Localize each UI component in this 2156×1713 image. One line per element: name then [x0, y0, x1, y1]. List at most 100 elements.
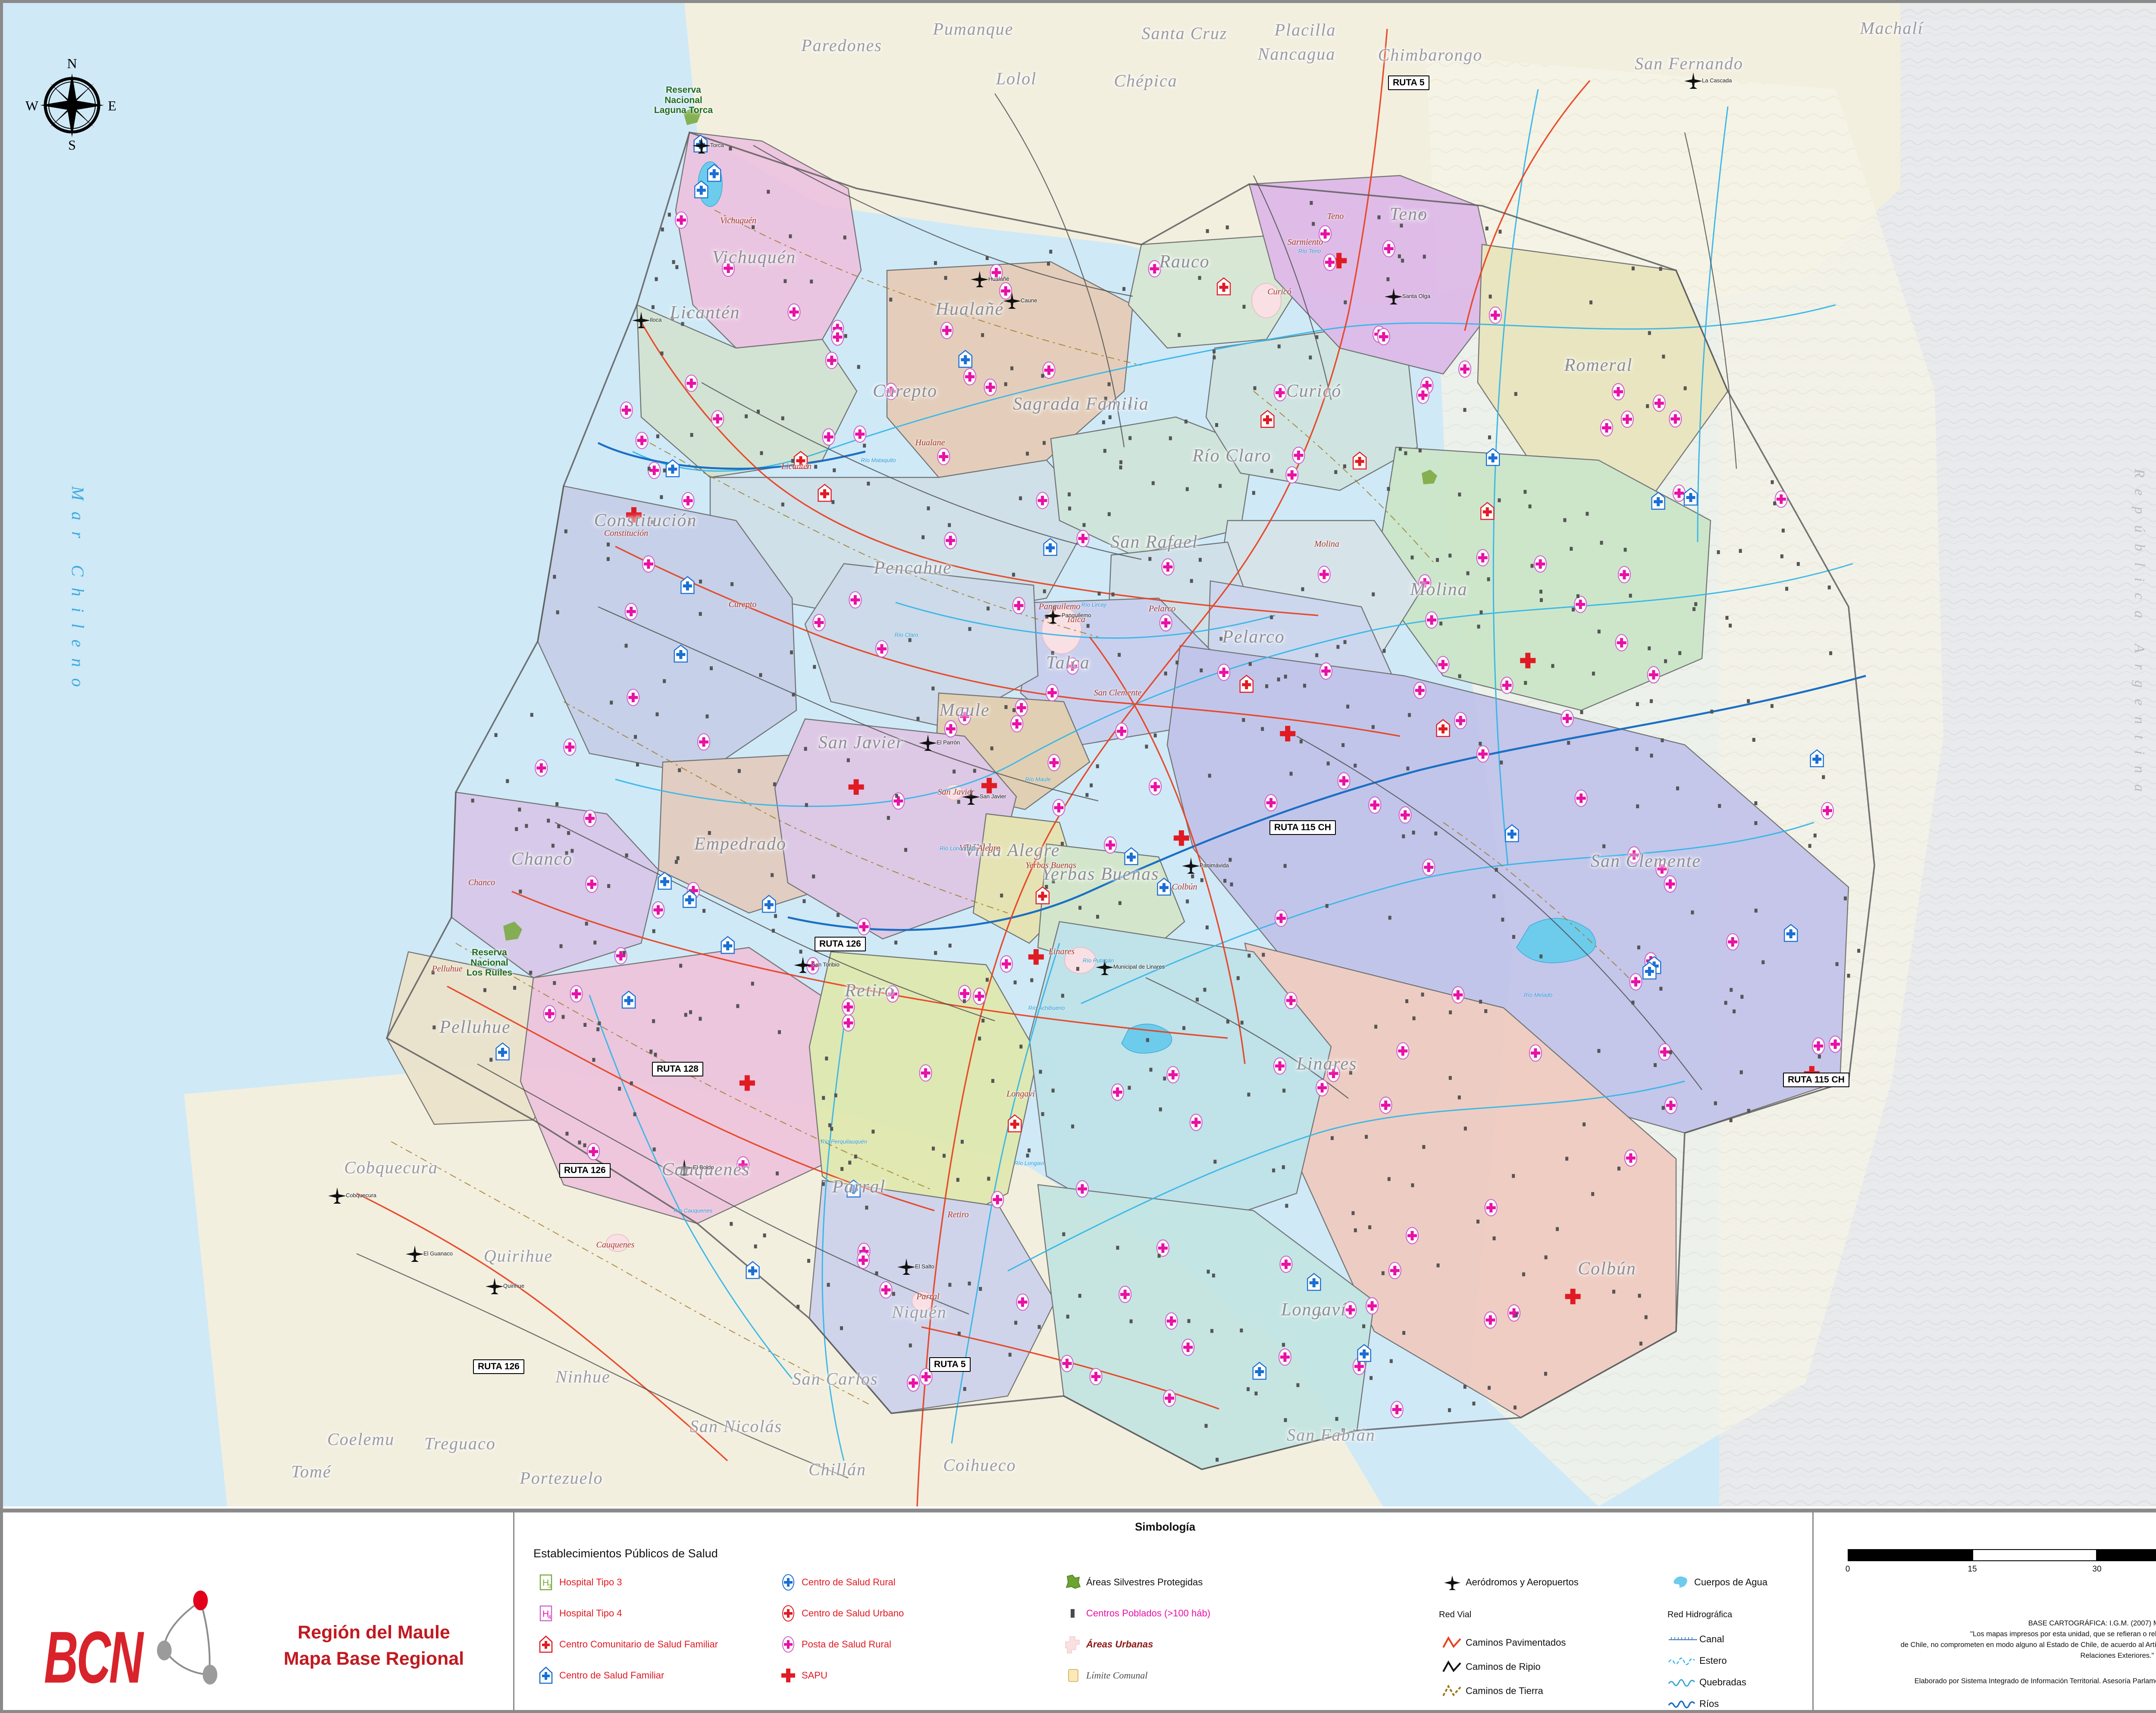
- posta-salud-rural-icon: [1629, 973, 1642, 991]
- route-shield[interactable]: RUTA 115 CH: [1269, 820, 1336, 835]
- posta-salud-rural-icon: [635, 432, 649, 449]
- centros-poblados-icon: [1026, 452, 1029, 456]
- centros-poblados-icon: [1524, 681, 1527, 685]
- centros-poblados-icon: [1829, 651, 1833, 656]
- centros-poblados-icon: [1729, 1118, 1733, 1123]
- centro-salud-rural-icon: [495, 1042, 510, 1060]
- centros-poblados-icon: [1008, 1352, 1012, 1357]
- legend-item-centro-salud-familiar[interactable]: Centro de Salud Familiar: [533, 1666, 664, 1685]
- legend-item-estero[interactable]: Estero: [1667, 1651, 1727, 1670]
- centros-poblados-icon: [622, 951, 626, 955]
- centros-poblados-icon: [1477, 624, 1480, 629]
- legend-item-posta-salud-rural[interactable]: Posta de Salud Rural: [775, 1635, 891, 1654]
- posta-salud-rural-icon: [842, 1014, 855, 1032]
- centros-poblados-icon: [1835, 962, 1839, 966]
- route-shield[interactable]: RUTA 5: [929, 1357, 971, 1372]
- posta-salud-rural-icon: [1344, 1301, 1357, 1319]
- centro-salud-urbano-icon: [1260, 410, 1275, 428]
- legend-item-limite-comunal[interactable]: Límite Comunal: [1059, 1666, 1147, 1685]
- centros-poblados-icon: [1262, 953, 1265, 957]
- centros-poblados-icon: [1458, 674, 1461, 678]
- centros-poblados-icon: [1185, 487, 1189, 491]
- centros-poblados-icon: [1476, 1220, 1480, 1224]
- centros-poblados-icon: [892, 1292, 895, 1296]
- legend-item-sapu[interactable]: SAPU: [775, 1666, 827, 1685]
- legend-item-hospital-tipo4[interactable]: H 4 Hospital Tipo 4: [533, 1604, 622, 1623]
- legend-item-quebradas[interactable]: Quebradas: [1667, 1673, 1746, 1692]
- centros-poblados-icon: [1434, 831, 1438, 836]
- legend-item-centro-salud-urbano[interactable]: Centro de Salud Urbano: [775, 1604, 904, 1623]
- centros-poblados-icon: [1857, 949, 1861, 953]
- centros-poblados-icon: [1636, 702, 1639, 706]
- centros-poblados-icon: [1676, 786, 1680, 791]
- legend-item-camino-pavimentado[interactable]: Caminos Pavimentados: [1439, 1633, 1566, 1652]
- centros-poblados-icon: [1694, 602, 1698, 606]
- legend-item-cuerpos-agua[interactable]: Cuerpos de Agua: [1667, 1573, 1767, 1592]
- centros-poblados-icon: [1683, 386, 1687, 390]
- posta-salud-rural-icon: [1264, 794, 1278, 812]
- route-shield[interactable]: RUTA 128: [652, 1062, 703, 1076]
- centros-poblados-icon: [1412, 831, 1415, 835]
- legend-item-centros-poblados[interactable]: Centros Poblados (>100 háb): [1059, 1604, 1210, 1623]
- legend-item-canal[interactable]: Canal: [1667, 1630, 1724, 1649]
- centros-poblados-icon: [1422, 1145, 1426, 1149]
- route-shield[interactable]: RUTA 126: [559, 1163, 611, 1178]
- legend-item-camino-tierra[interactable]: Caminos de Tierra: [1439, 1682, 1543, 1700]
- posta-salud-rural-icon: [1398, 806, 1412, 824]
- centros-poblados-icon: [934, 261, 937, 265]
- posta-salud-rural-icon: [1829, 1035, 1842, 1053]
- centros-poblados-icon: [1146, 1038, 1149, 1042]
- posta-salud-rural-icon: [1189, 1114, 1203, 1131]
- aerodromo-icon: [919, 734, 937, 751]
- centros-poblados-icon: [1692, 607, 1696, 611]
- posta-salud-rural-icon: [1156, 1239, 1169, 1257]
- centros-poblados-icon: [1487, 577, 1490, 581]
- centro-salud-rural-icon: [621, 990, 636, 1009]
- credits-line-5: Elaborado por Sistema Integrado de Infor…: [1914, 1677, 2156, 1685]
- posta-salud-rural-icon: [1111, 1083, 1124, 1101]
- route-shield[interactable]: RUTA 126: [473, 1359, 524, 1374]
- centros-poblados-icon: [699, 579, 702, 584]
- legend-item-rios[interactable]: Ríos: [1667, 1694, 1719, 1713]
- centros-poblados-icon: [978, 1036, 981, 1041]
- posta-salud-rural-icon: [999, 282, 1012, 300]
- posta-salud-rural-icon: [853, 425, 867, 443]
- centros-poblados-icon: [796, 1305, 800, 1309]
- svg-text:H: H: [542, 1609, 549, 1619]
- centros-poblados-icon: [1664, 659, 1667, 663]
- centro-salud-urbano-icon: [1352, 451, 1367, 470]
- posta-salud-rural-icon: [1436, 656, 1450, 674]
- centros-poblados-icon: [927, 506, 930, 511]
- camino-tierra-icon: [1439, 1684, 1466, 1698]
- centros-poblados-icon: [556, 610, 559, 615]
- legend-item-areas-silvestres[interactable]: Áreas Silvestres Protegidas: [1059, 1573, 1203, 1592]
- posta-salud-rural-icon: [1476, 549, 1489, 567]
- hospital-tipo3-icon: H 3: [533, 1574, 559, 1591]
- centros-poblados-icon: [705, 714, 709, 718]
- centros-poblados-icon: [942, 1154, 946, 1158]
- posta-salud-rural-icon: [1163, 1389, 1176, 1407]
- centros-poblados-icon: [607, 884, 611, 888]
- legend-item-areas-urbanas[interactable]: Áreas Urbanas: [1059, 1635, 1153, 1654]
- route-shield[interactable]: RUTA 126: [815, 937, 866, 951]
- centros-poblados-icon: [1398, 447, 1402, 451]
- centros-poblados-icon: [1439, 621, 1443, 626]
- posta-salud-rural-icon: [697, 733, 711, 751]
- legend-item-hospital-tipo3[interactable]: H 3 Hospital Tipo 3: [533, 1573, 622, 1592]
- centros-poblados-icon: [1565, 1157, 1569, 1161]
- centros-poblados-icon: [1082, 523, 1086, 527]
- legend-item-centro-comunitario-salud-familiar[interactable]: Centro Comunitario de Salud Familiar: [533, 1635, 718, 1654]
- legend-item-camino-ripio[interactable]: Caminos de Ripio: [1439, 1657, 1541, 1676]
- posta-salud-rural-icon: [1115, 722, 1128, 740]
- centros-poblados-icon: [1004, 382, 1007, 386]
- legend-item-centro-salud-rural[interactable]: Centro de Salud Rural: [775, 1573, 896, 1592]
- centro-salud-urbano-icon: [818, 483, 832, 502]
- svg-text:N: N: [67, 56, 77, 71]
- centros-poblados-icon: [1528, 504, 1532, 508]
- legend-item-aerodromos[interactable]: Aeródromos y Aeropuertos: [1439, 1573, 1579, 1592]
- centro-salud-rural-icon: [1307, 1273, 1321, 1291]
- route-shield[interactable]: RUTA 115 CH: [1783, 1073, 1849, 1087]
- posta-salud-rural-icon: [1611, 383, 1625, 401]
- route-shield[interactable]: RUTA 5: [1388, 75, 1429, 90]
- main-map[interactable]: Mar Chileno República Argentina Vichuqué…: [3, 3, 2156, 1506]
